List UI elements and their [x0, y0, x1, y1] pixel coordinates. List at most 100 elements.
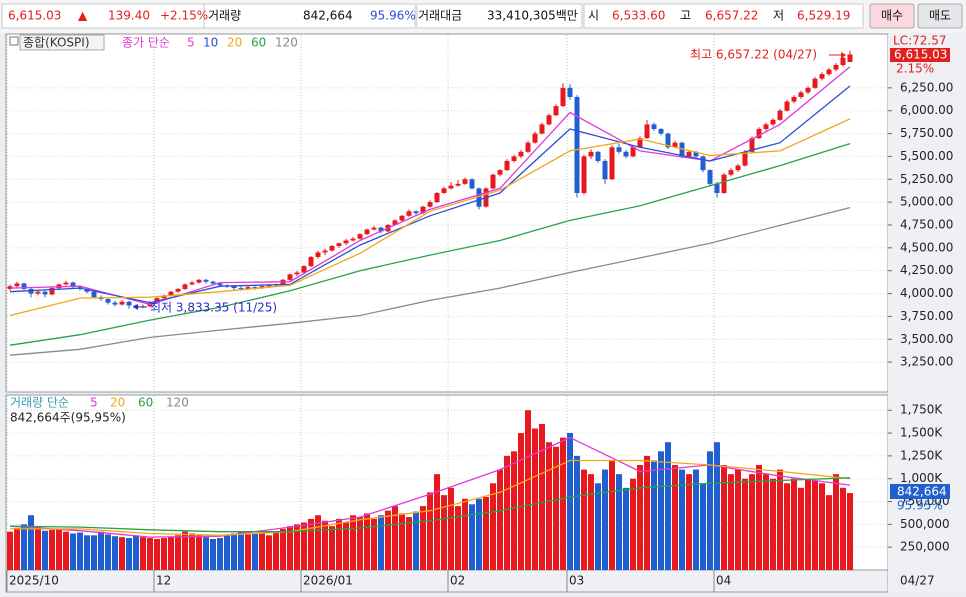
candle-body — [441, 188, 447, 193]
volume-bar — [707, 451, 713, 570]
volume-bar — [518, 433, 524, 570]
candle-body — [539, 124, 545, 134]
ma-line — [9, 142, 851, 346]
volume-bar — [427, 492, 433, 570]
y-tick-label: 3,750.00 — [900, 309, 953, 323]
candle-body — [791, 96, 797, 102]
legend-box — [19, 34, 105, 51]
volume-bar — [105, 534, 111, 570]
legend-entry: 10 — [203, 36, 218, 50]
candle-body — [511, 156, 517, 161]
volume-bar — [378, 515, 384, 570]
volume-bar — [728, 474, 734, 570]
axis-tag: LC:72.57 — [893, 34, 946, 48]
volume-bar — [448, 487, 454, 570]
volume-bar — [812, 480, 818, 570]
volume-bar — [343, 522, 349, 570]
volume-bar — [574, 455, 580, 570]
candle-body — [553, 106, 559, 116]
volume-bar — [798, 487, 804, 570]
header-item: +2.15% — [160, 9, 208, 23]
volume-bar — [273, 531, 279, 570]
volume-bar — [826, 495, 832, 570]
volume-bar — [224, 535, 230, 570]
candle-body — [455, 183, 461, 186]
candle-body — [742, 151, 748, 166]
header-cell — [416, 3, 583, 29]
volume-bar — [623, 487, 629, 570]
candle-body — [175, 288, 181, 292]
candle-body — [749, 138, 755, 152]
volume-bar — [504, 455, 510, 570]
candle-body — [630, 147, 636, 157]
volume-bar — [189, 533, 195, 570]
candle-body — [217, 283, 223, 286]
volume-bar — [658, 451, 664, 570]
candle-body — [777, 110, 783, 120]
button-box[interactable] — [917, 3, 963, 29]
y-tick-label: 4,750.00 — [900, 217, 953, 231]
volume-bar — [294, 524, 300, 570]
header-item: 6,529.19 — [797, 9, 850, 23]
candle-body — [14, 283, 20, 287]
button-box[interactable] — [869, 3, 915, 29]
candle-body — [665, 133, 671, 148]
candle-body — [714, 183, 720, 193]
header-item: 거래량 — [208, 9, 241, 23]
candle-body — [196, 279, 202, 283]
header-item: 고 — [680, 9, 691, 23]
candle-body — [623, 151, 629, 157]
volume-bar — [406, 517, 412, 570]
candle-body — [525, 142, 531, 152]
candle-body — [686, 151, 692, 157]
volume-bar — [721, 465, 727, 570]
header-item: 거래대금 — [418, 9, 462, 23]
volume-bar — [329, 526, 335, 570]
candle-body — [518, 151, 524, 157]
volume-info: 842,664주(95,95%) — [10, 411, 126, 425]
header-button[interactable]: 매수 — [869, 3, 915, 29]
volume-bar — [175, 535, 181, 570]
candle-body — [336, 243, 342, 247]
y-tick-label: 1,000K — [900, 471, 943, 485]
header-item: 95.96% — [370, 9, 416, 23]
volume-bar — [182, 531, 188, 570]
low-annotation: 최저 3,833.35 (11/25) — [150, 301, 277, 315]
candle-body — [126, 301, 132, 306]
button-label[interactable]: 매도 — [929, 9, 951, 23]
volume-bar — [308, 518, 314, 570]
ma-line — [9, 85, 851, 304]
candle-body — [798, 92, 804, 97]
legend-entry: 60 — [138, 396, 153, 410]
volume-bar — [476, 498, 482, 570]
volume-bar — [735, 469, 741, 570]
volume-bar — [399, 513, 405, 570]
candle-body — [763, 124, 769, 129]
candle-body — [91, 291, 97, 298]
y-tick-label: 5,500.00 — [900, 149, 953, 163]
candle-body — [364, 229, 370, 235]
header-button[interactable]: 매도 — [917, 3, 963, 29]
candle-body — [357, 234, 363, 239]
volume-bar — [742, 478, 748, 570]
candle-body — [637, 138, 643, 148]
candle-body — [406, 211, 412, 216]
candle-body — [595, 151, 601, 161]
y-tick-label: 4,000.00 — [900, 286, 953, 300]
candle-body — [371, 227, 377, 230]
button-label[interactable]: 매수 — [881, 9, 903, 23]
volume-bar — [231, 533, 237, 570]
volume-bar — [455, 506, 461, 570]
candle-body — [350, 238, 356, 241]
volume-bar — [14, 528, 20, 570]
ma-line — [10, 459, 851, 536]
volume-bar — [714, 442, 720, 570]
volume-bar — [560, 437, 566, 570]
volume-bar — [819, 483, 825, 570]
candle-body — [784, 101, 790, 111]
legend-ma-label: 종가 단순 — [122, 36, 170, 50]
x-tick-label: 03 — [569, 574, 584, 588]
volume-bar — [42, 530, 48, 570]
header-item: 6,533.60 — [612, 9, 665, 23]
candle-body — [658, 128, 664, 134]
